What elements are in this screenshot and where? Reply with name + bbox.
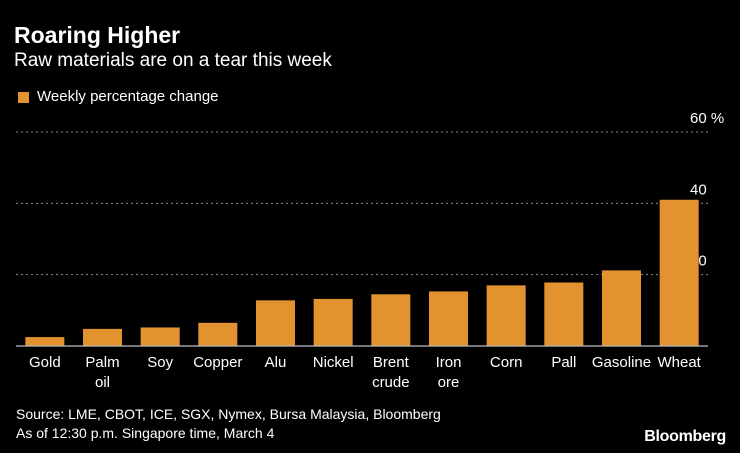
x-tick-label: Wheat xyxy=(657,354,701,371)
x-tick-label: Alu xyxy=(265,354,287,371)
x-tick-label: Soy xyxy=(147,354,173,371)
bar xyxy=(544,282,584,346)
bar xyxy=(659,199,699,346)
bar xyxy=(140,327,180,346)
source-note: Source: LME, CBOT, ICE, SGX, Nymex, Burs… xyxy=(16,406,441,422)
legend-swatch xyxy=(18,91,29,103)
chart-footer: Source: LME, CBOT, ICE, SGX, Nymex, Burs… xyxy=(16,405,441,443)
x-tick-label: Gold xyxy=(29,354,61,371)
y-tick-label: 60 % xyxy=(690,110,724,127)
bar xyxy=(256,300,295,346)
legend-label: Weekly percentage change xyxy=(37,88,219,105)
bar xyxy=(83,328,122,346)
x-tick-label: Copper xyxy=(193,354,242,371)
x-tick-label: Nickel xyxy=(313,354,354,371)
chart-title: Roaring Higher xyxy=(14,22,181,48)
bar xyxy=(198,322,238,346)
bloomberg-logo: Bloomberg xyxy=(644,428,726,445)
bar xyxy=(313,298,353,346)
timestamp-note: As of 12:30 p.m. Singapore time, March 4 xyxy=(16,425,275,441)
bar xyxy=(486,285,526,346)
bar xyxy=(25,337,65,346)
x-tick-label: Iron ore xyxy=(436,354,462,391)
chart-subtitle: Raw materials are on a tear this week xyxy=(14,50,332,71)
y-tick-label: 40 xyxy=(690,181,707,198)
x-tick-label: Palm oil xyxy=(85,354,119,391)
bar xyxy=(429,291,468,346)
bar-chart: 0204060 %GoldPalmoilSoyCopperAluNickelBr… xyxy=(16,110,724,391)
bar xyxy=(371,294,411,346)
x-tick-label: Corn xyxy=(490,354,523,371)
x-tick-label: Brent crude xyxy=(372,354,410,391)
x-tick-label: Gasoline xyxy=(592,354,651,371)
bar xyxy=(602,270,641,346)
legend: Weekly percentage change xyxy=(18,88,219,106)
x-tick-label: Pall xyxy=(551,354,576,371)
